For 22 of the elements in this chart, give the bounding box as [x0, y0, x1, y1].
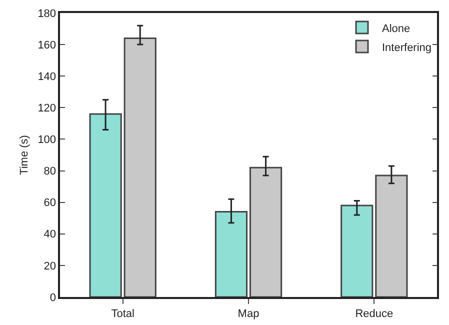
bar [249, 166, 282, 297]
y-tick-label: 20 [44, 260, 56, 272]
y-tick-label: 0 [50, 292, 56, 304]
y-axis-title: Time (s) [18, 135, 30, 175]
y-tick-label: 100 [38, 134, 56, 146]
y-tick-label: 40 [44, 228, 56, 241]
bar [375, 174, 408, 297]
x-tick-label: Total [111, 308, 134, 320]
legend-label: Alone [382, 22, 410, 35]
y-tick-label: 80 [44, 166, 56, 178]
y-tick-label: 180 [38, 8, 56, 20]
legend-label: Interfering [382, 42, 432, 54]
y-tick-label: 120 [38, 102, 56, 115]
x-tick-label: Reduce [355, 308, 394, 320]
x-tick-label: Map [238, 308, 260, 320]
y-tick-label: 60 [44, 197, 56, 210]
bar [124, 37, 156, 297]
y-tick-label: 160 [38, 39, 56, 52]
bar [214, 211, 248, 297]
bar [89, 113, 122, 297]
bar [340, 204, 374, 297]
y-tick-label: 140 [38, 70, 56, 83]
